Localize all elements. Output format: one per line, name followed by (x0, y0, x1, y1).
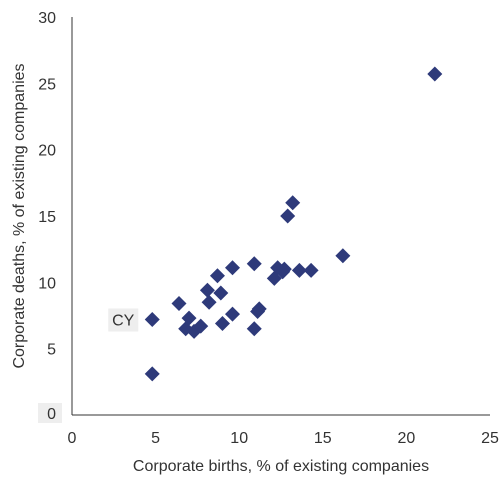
data-point (144, 366, 160, 382)
data-point (276, 261, 292, 277)
annotation-label-bg (108, 308, 139, 332)
x-axis-title: Corporate births, % of existing companie… (133, 458, 429, 475)
data-point (303, 262, 319, 278)
y-tick-label: 15 (38, 209, 56, 226)
data-point (225, 260, 241, 276)
data-point (171, 296, 187, 312)
data-point (181, 310, 197, 326)
x-tick-label: 5 (151, 430, 160, 447)
annotations: CY (108, 308, 139, 332)
data-point (246, 321, 262, 337)
y-tick-label: 0 (47, 406, 56, 423)
data-point (213, 285, 229, 301)
y-tick-label-bg (38, 403, 62, 423)
data-point (199, 282, 215, 298)
data-point (209, 268, 225, 284)
y-tick-label: 20 (38, 143, 56, 160)
data-point (280, 208, 296, 224)
data-point (285, 195, 301, 211)
data-point (291, 262, 307, 278)
x-tick-label: 15 (314, 430, 332, 447)
x-tick-label: 10 (230, 430, 248, 447)
y-tick-labels: 0 5 10 15 20 25 30 (38, 10, 62, 423)
y-axis-title: Corporate deaths, % of existing companie… (11, 63, 28, 368)
data-point (214, 315, 230, 331)
data-point (251, 301, 267, 317)
x-tick-labels: 0 5 10 15 20 25 (68, 430, 499, 447)
data-point (144, 311, 160, 327)
data-point (201, 294, 217, 310)
y-tick-label: 10 (38, 275, 56, 292)
annotation-label: CY (112, 312, 135, 329)
y-tick-label: 5 (47, 342, 56, 359)
x-tick-label: 0 (68, 430, 77, 447)
data-point (246, 256, 262, 272)
x-tick-label: 20 (398, 430, 416, 447)
data-point (335, 248, 351, 264)
data-point (193, 318, 209, 334)
data-point (427, 66, 443, 82)
y-tick-label: 30 (38, 10, 56, 27)
x-tick-label: 25 (481, 430, 499, 447)
y-tick-label: 25 (38, 76, 56, 93)
data-points (144, 66, 443, 382)
data-point (225, 306, 241, 322)
